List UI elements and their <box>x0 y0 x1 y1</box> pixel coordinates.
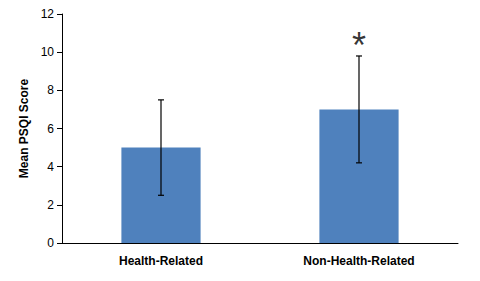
svg-text:6: 6 <box>47 122 54 136</box>
svg-text:12: 12 <box>41 7 55 21</box>
svg-text:8: 8 <box>47 83 54 97</box>
svg-text:Mean PSQI Score: Mean PSQI Score <box>17 78 31 178</box>
svg-text:Health-Related: Health-Related <box>119 254 203 268</box>
svg-text:Non-Health-Related: Non-Health-Related <box>303 254 414 268</box>
svg-text:10: 10 <box>41 45 55 59</box>
svg-text:*: * <box>352 25 366 66</box>
svg-text:2: 2 <box>47 198 54 212</box>
svg-text:4: 4 <box>47 160 54 174</box>
svg-text:0: 0 <box>47 236 54 250</box>
